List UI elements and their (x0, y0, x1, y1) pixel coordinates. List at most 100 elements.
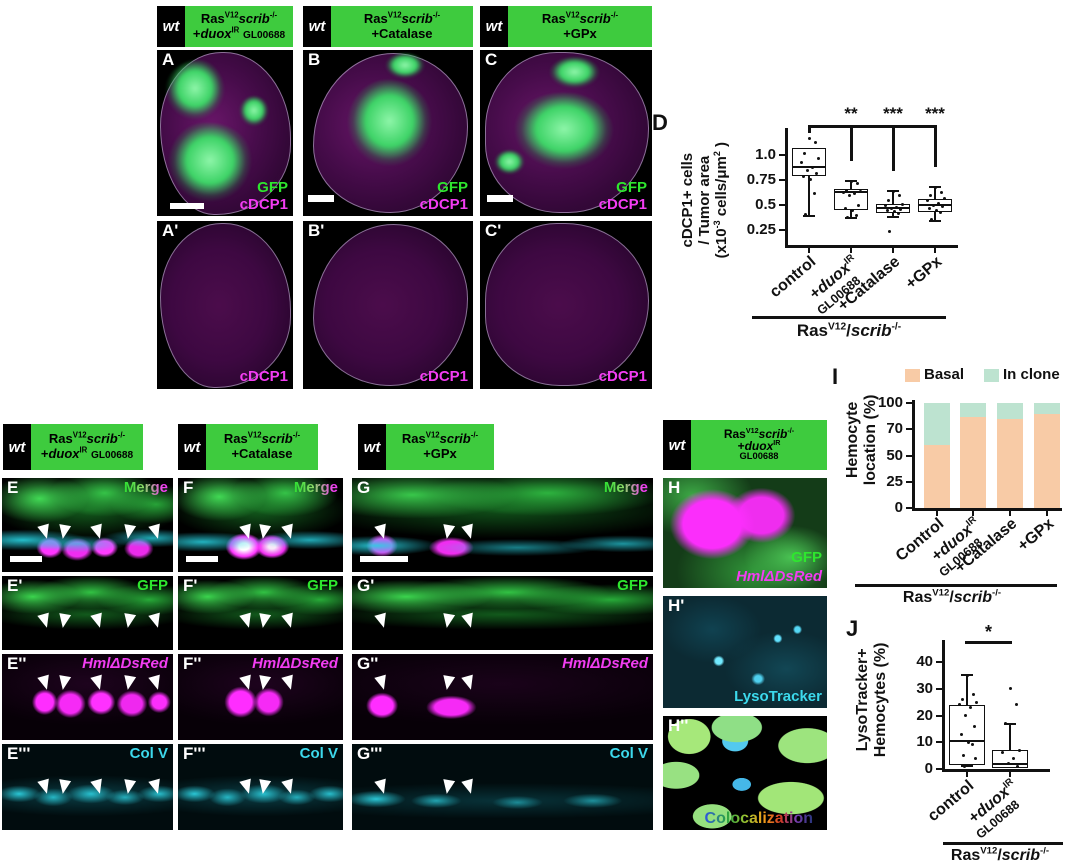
panel-letter: E (7, 478, 19, 497)
y-tick-label: 0.25 (746, 221, 776, 238)
gfp-clone-mass (384, 53, 426, 80)
panel-letter: H'' (668, 716, 689, 735)
panel-B: B GFP cDCP1 (303, 50, 473, 216)
group-genotype-label: RasV12/scrib-/- (950, 845, 1050, 864)
wt-label: wt (178, 424, 206, 470)
channel-label-hml: HmlΔDsRed (82, 655, 168, 672)
y-tick-label: 70 (886, 420, 903, 438)
bar-segment-in-clone (997, 403, 1023, 419)
data-point (892, 209, 896, 213)
channel-label-hml: HmlΔDsRed (736, 567, 822, 585)
gfp-clone-mass (238, 96, 269, 128)
data-point (844, 188, 848, 192)
y-tick-label: 30 (916, 679, 933, 697)
median-line (918, 204, 952, 207)
x-tick (966, 772, 968, 777)
wt-label: wt (157, 6, 185, 47)
panel-letter: C' (485, 221, 502, 240)
whisker-low (934, 212, 936, 221)
tumor-outline (313, 224, 469, 386)
channel-label-gfp: GFP (437, 178, 468, 196)
y-tick-label: 1.0 (755, 146, 776, 163)
genotype-header-h-duox: wt RasV12scrib-/- +duoxIR GL00688 (663, 420, 827, 470)
channel-label-cdcp1: cDCP1 (239, 367, 288, 385)
tumor-outline (485, 222, 649, 386)
data-point (927, 206, 931, 210)
group-genotype-label: RasV12/scrib-/- (796, 321, 902, 340)
arrowhead-icon (256, 779, 272, 795)
data-point (885, 208, 889, 212)
panel-E': E' GFP (2, 576, 173, 650)
x-axis (942, 769, 1050, 772)
y-tick (779, 179, 785, 181)
data-point (1017, 748, 1021, 752)
panel-F''': F''' Col V (178, 744, 343, 830)
arrowhead-icon (121, 675, 137, 691)
y-tick-label: 20 (916, 706, 933, 724)
genotype-line1: RasV12scrib-/- (223, 431, 301, 447)
data-point (925, 198, 929, 202)
group-genotype-label: RasV12/scrib-/- (902, 587, 1002, 606)
data-point (810, 165, 814, 169)
data-point (891, 189, 895, 193)
legend-label: In clone (1003, 366, 1060, 383)
y-axis (942, 640, 945, 772)
panel-G': G' GFP (352, 576, 653, 650)
panel-letter: D (652, 110, 668, 135)
data-point (929, 217, 933, 221)
data-point (897, 193, 901, 197)
genotype-header-top-duox: wt RasV12scrib-/- +duoxIR GL00688 (157, 6, 293, 47)
whisker-high (966, 675, 968, 705)
panel-letter: B (308, 50, 321, 69)
scale-bar (487, 195, 513, 202)
data-point (813, 140, 817, 144)
genotype-line2: +duoxIR GL00688 (192, 25, 286, 41)
channel-label-gfp: GFP (617, 577, 648, 594)
y-axis (785, 128, 788, 248)
gfp-clone-mass (548, 56, 601, 90)
y-tick (936, 661, 942, 663)
microscopy-art (178, 654, 343, 740)
arrowhead-icon (56, 675, 72, 691)
median-line (992, 762, 1028, 765)
arrowhead-icon (56, 779, 72, 795)
panel-B-prime: B' cDCP1 (303, 221, 473, 389)
arrowhead-icon (256, 524, 272, 540)
arrowhead-icon (56, 613, 72, 629)
arrowhead-icon (121, 524, 137, 540)
data-point (801, 174, 805, 178)
y-tick-label: 0.75 (746, 171, 776, 188)
microscopy-art (663, 596, 827, 708)
channel-label-cdcp1: cDCP1 (239, 195, 288, 213)
legend-swatch-in-clone (984, 369, 999, 382)
panel-letter: E''' (7, 744, 31, 763)
whisker-high (1009, 723, 1011, 751)
data-point (843, 206, 847, 210)
y-tick-label: 0.5 (755, 196, 776, 213)
genotype-header-top-gpx: wt RasV12scrib-/- +GPx (480, 6, 652, 47)
significance-stars: *** (883, 104, 903, 123)
genotype-line2: +GPx (563, 25, 597, 41)
bar-segment-in-clone (1034, 403, 1060, 414)
sig-line (965, 641, 1012, 644)
panel-G: G Merge (352, 478, 653, 572)
arrowhead-icon (121, 613, 137, 629)
bar-segment-basal (1034, 413, 1060, 508)
genotype-line1: RasV12scrib-/- (401, 431, 479, 447)
scale-bar (308, 195, 334, 202)
data-point (1006, 762, 1010, 766)
whisker-high (850, 181, 852, 189)
bar-segment-basal (924, 445, 950, 508)
arrowhead-icon (256, 675, 272, 691)
data-point (1015, 764, 1019, 768)
bar-segment-in-clone (960, 403, 986, 417)
channel-label-hml: HmlΔDsRed (252, 655, 338, 672)
wt-label: wt (303, 6, 331, 47)
data-point (933, 185, 937, 189)
genotype-header-mid-gpx: wt RasV12scrib-/- +GPx (358, 424, 494, 470)
channel-label-gfp: GFP (791, 548, 822, 566)
data-point (939, 190, 943, 194)
data-point (971, 692, 975, 696)
panel-letter: G''' (357, 744, 383, 763)
